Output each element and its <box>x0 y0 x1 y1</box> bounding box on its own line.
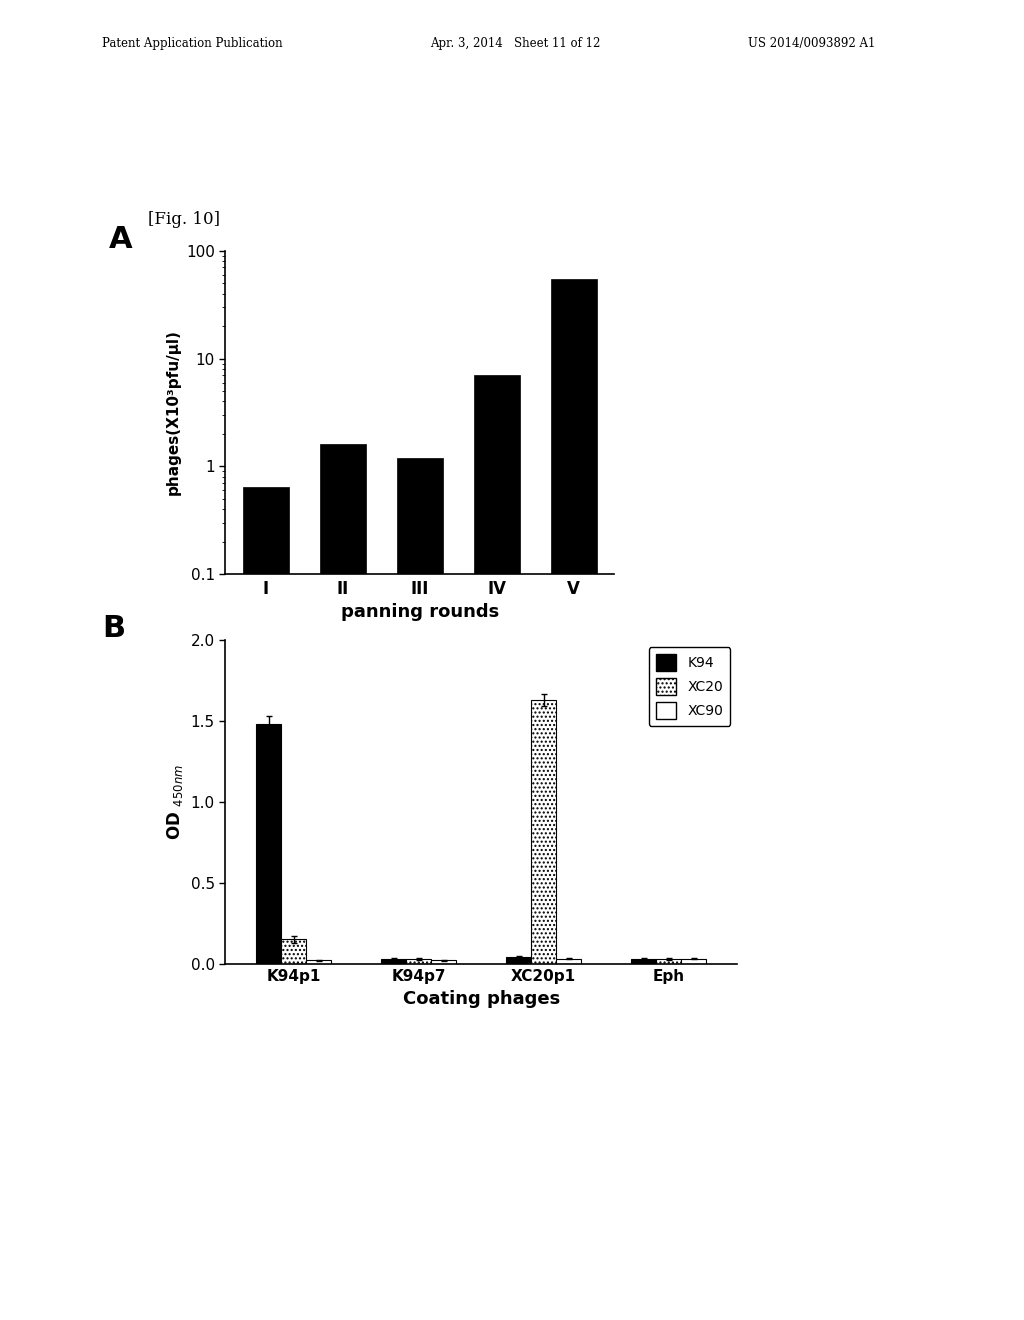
Bar <box>656 958 681 964</box>
Y-axis label: phages(X10³pfu/μl): phages(X10³pfu/μl) <box>166 330 180 495</box>
Bar <box>556 958 582 964</box>
Bar <box>243 487 289 1320</box>
Text: Patent Application Publication: Patent Application Publication <box>102 37 283 50</box>
Y-axis label: OD $_{450nm}$: OD $_{450nm}$ <box>165 764 185 840</box>
Bar <box>474 375 520 1320</box>
X-axis label: panning rounds: panning rounds <box>341 603 499 622</box>
Text: US 2014/0093892 A1: US 2014/0093892 A1 <box>748 37 874 50</box>
Bar <box>396 458 443 1320</box>
X-axis label: Coating phages: Coating phages <box>402 990 560 1007</box>
Text: [Fig. 10]: [Fig. 10] <box>148 211 220 228</box>
Bar <box>681 958 707 964</box>
Bar <box>381 958 407 964</box>
Bar <box>319 445 366 1320</box>
Text: B: B <box>102 614 126 643</box>
Bar <box>256 725 282 964</box>
Bar <box>551 279 597 1320</box>
Bar <box>407 958 431 964</box>
Text: A: A <box>109 224 132 253</box>
Bar <box>306 961 332 964</box>
Bar <box>431 961 457 964</box>
Bar <box>531 700 556 964</box>
Legend: K94, XC20, XC90: K94, XC20, XC90 <box>648 647 730 726</box>
Text: Apr. 3, 2014   Sheet 11 of 12: Apr. 3, 2014 Sheet 11 of 12 <box>430 37 600 50</box>
Bar <box>631 958 656 964</box>
Bar <box>506 957 531 964</box>
Bar <box>282 940 306 964</box>
